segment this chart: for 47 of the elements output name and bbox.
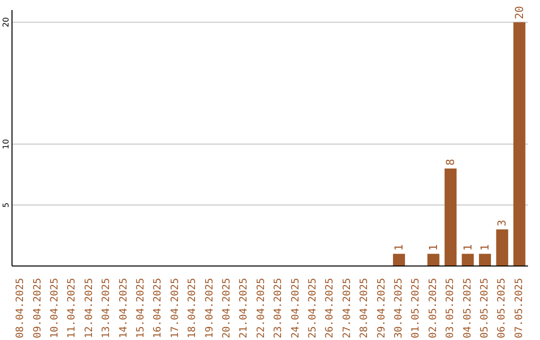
data-label: 1 <box>461 244 474 251</box>
x-tick-label: 20.04.2025 <box>222 278 232 338</box>
x-tick-label: 28.04.2025 <box>359 278 370 338</box>
x-tick-label: 13.04.2025 <box>101 278 112 338</box>
data-label: 3 <box>496 220 509 226</box>
x-tick-label: 07.05.2025 <box>514 278 525 338</box>
x-tick-label: 04.05.2025 <box>462 278 474 338</box>
x-tick-label: 17.04.2025 <box>170 278 181 338</box>
x-tick-label: 19.04.2025 <box>204 278 216 338</box>
x-tick-label: 06.05.2025 <box>496 278 508 338</box>
data-label: 1 <box>392 244 406 251</box>
data-label: 1 <box>426 244 440 251</box>
bar <box>462 254 474 266</box>
x-tick-label: 16.04.2025 <box>152 278 164 338</box>
y-tick-label: 10 <box>2 139 10 150</box>
x-tick-label: 15.04.2025 <box>136 278 146 338</box>
x-tick-label: 12.04.2025 <box>84 278 95 338</box>
x-tick-label: 02.05.2025 <box>428 278 439 338</box>
x-tick-label: 11.04.2025 <box>66 278 78 338</box>
bar <box>478 254 491 266</box>
x-tick-label: 27.04.2025 <box>342 278 353 338</box>
y-tick-label: 20 <box>2 17 10 28</box>
x-tick-label: 18.04.2025 <box>187 278 198 338</box>
bar <box>392 254 405 266</box>
x-tick-label: 23.04.2025 <box>273 278 284 338</box>
x-tick-label: 09.04.2025 <box>32 278 44 338</box>
x-tick-label: 10.04.2025 <box>50 278 60 338</box>
x-tick-label: 22.04.2025 <box>256 278 267 338</box>
x-tick-label: 01.05.2025 <box>410 278 422 338</box>
x-tick-label: 24.04.2025 <box>290 278 302 338</box>
bar <box>496 229 508 266</box>
bar <box>427 254 440 266</box>
x-tick-label: 25.04.2025 <box>308 278 318 338</box>
x-tick-label: 26.04.2025 <box>324 278 336 338</box>
x-tick-label: 03.05.2025 <box>445 278 456 338</box>
data-label: 8 <box>444 158 458 166</box>
bar <box>513 22 526 266</box>
x-tick-label: 29.04.2025 <box>376 278 388 338</box>
x-tick-label: 14.04.2025 <box>118 278 130 338</box>
x-tick-label: 05.05.2025 <box>480 278 490 338</box>
x-tick-label: 08.04.2025 <box>15 278 26 338</box>
y-tick-label: 5 <box>2 202 10 208</box>
x-tick-label: 30.04.2025 <box>394 278 404 338</box>
data-label: 1 <box>478 244 492 251</box>
bar <box>444 168 457 266</box>
x-tick-label: 21.04.2025 <box>238 278 250 338</box>
data-label: 20 <box>512 6 526 20</box>
